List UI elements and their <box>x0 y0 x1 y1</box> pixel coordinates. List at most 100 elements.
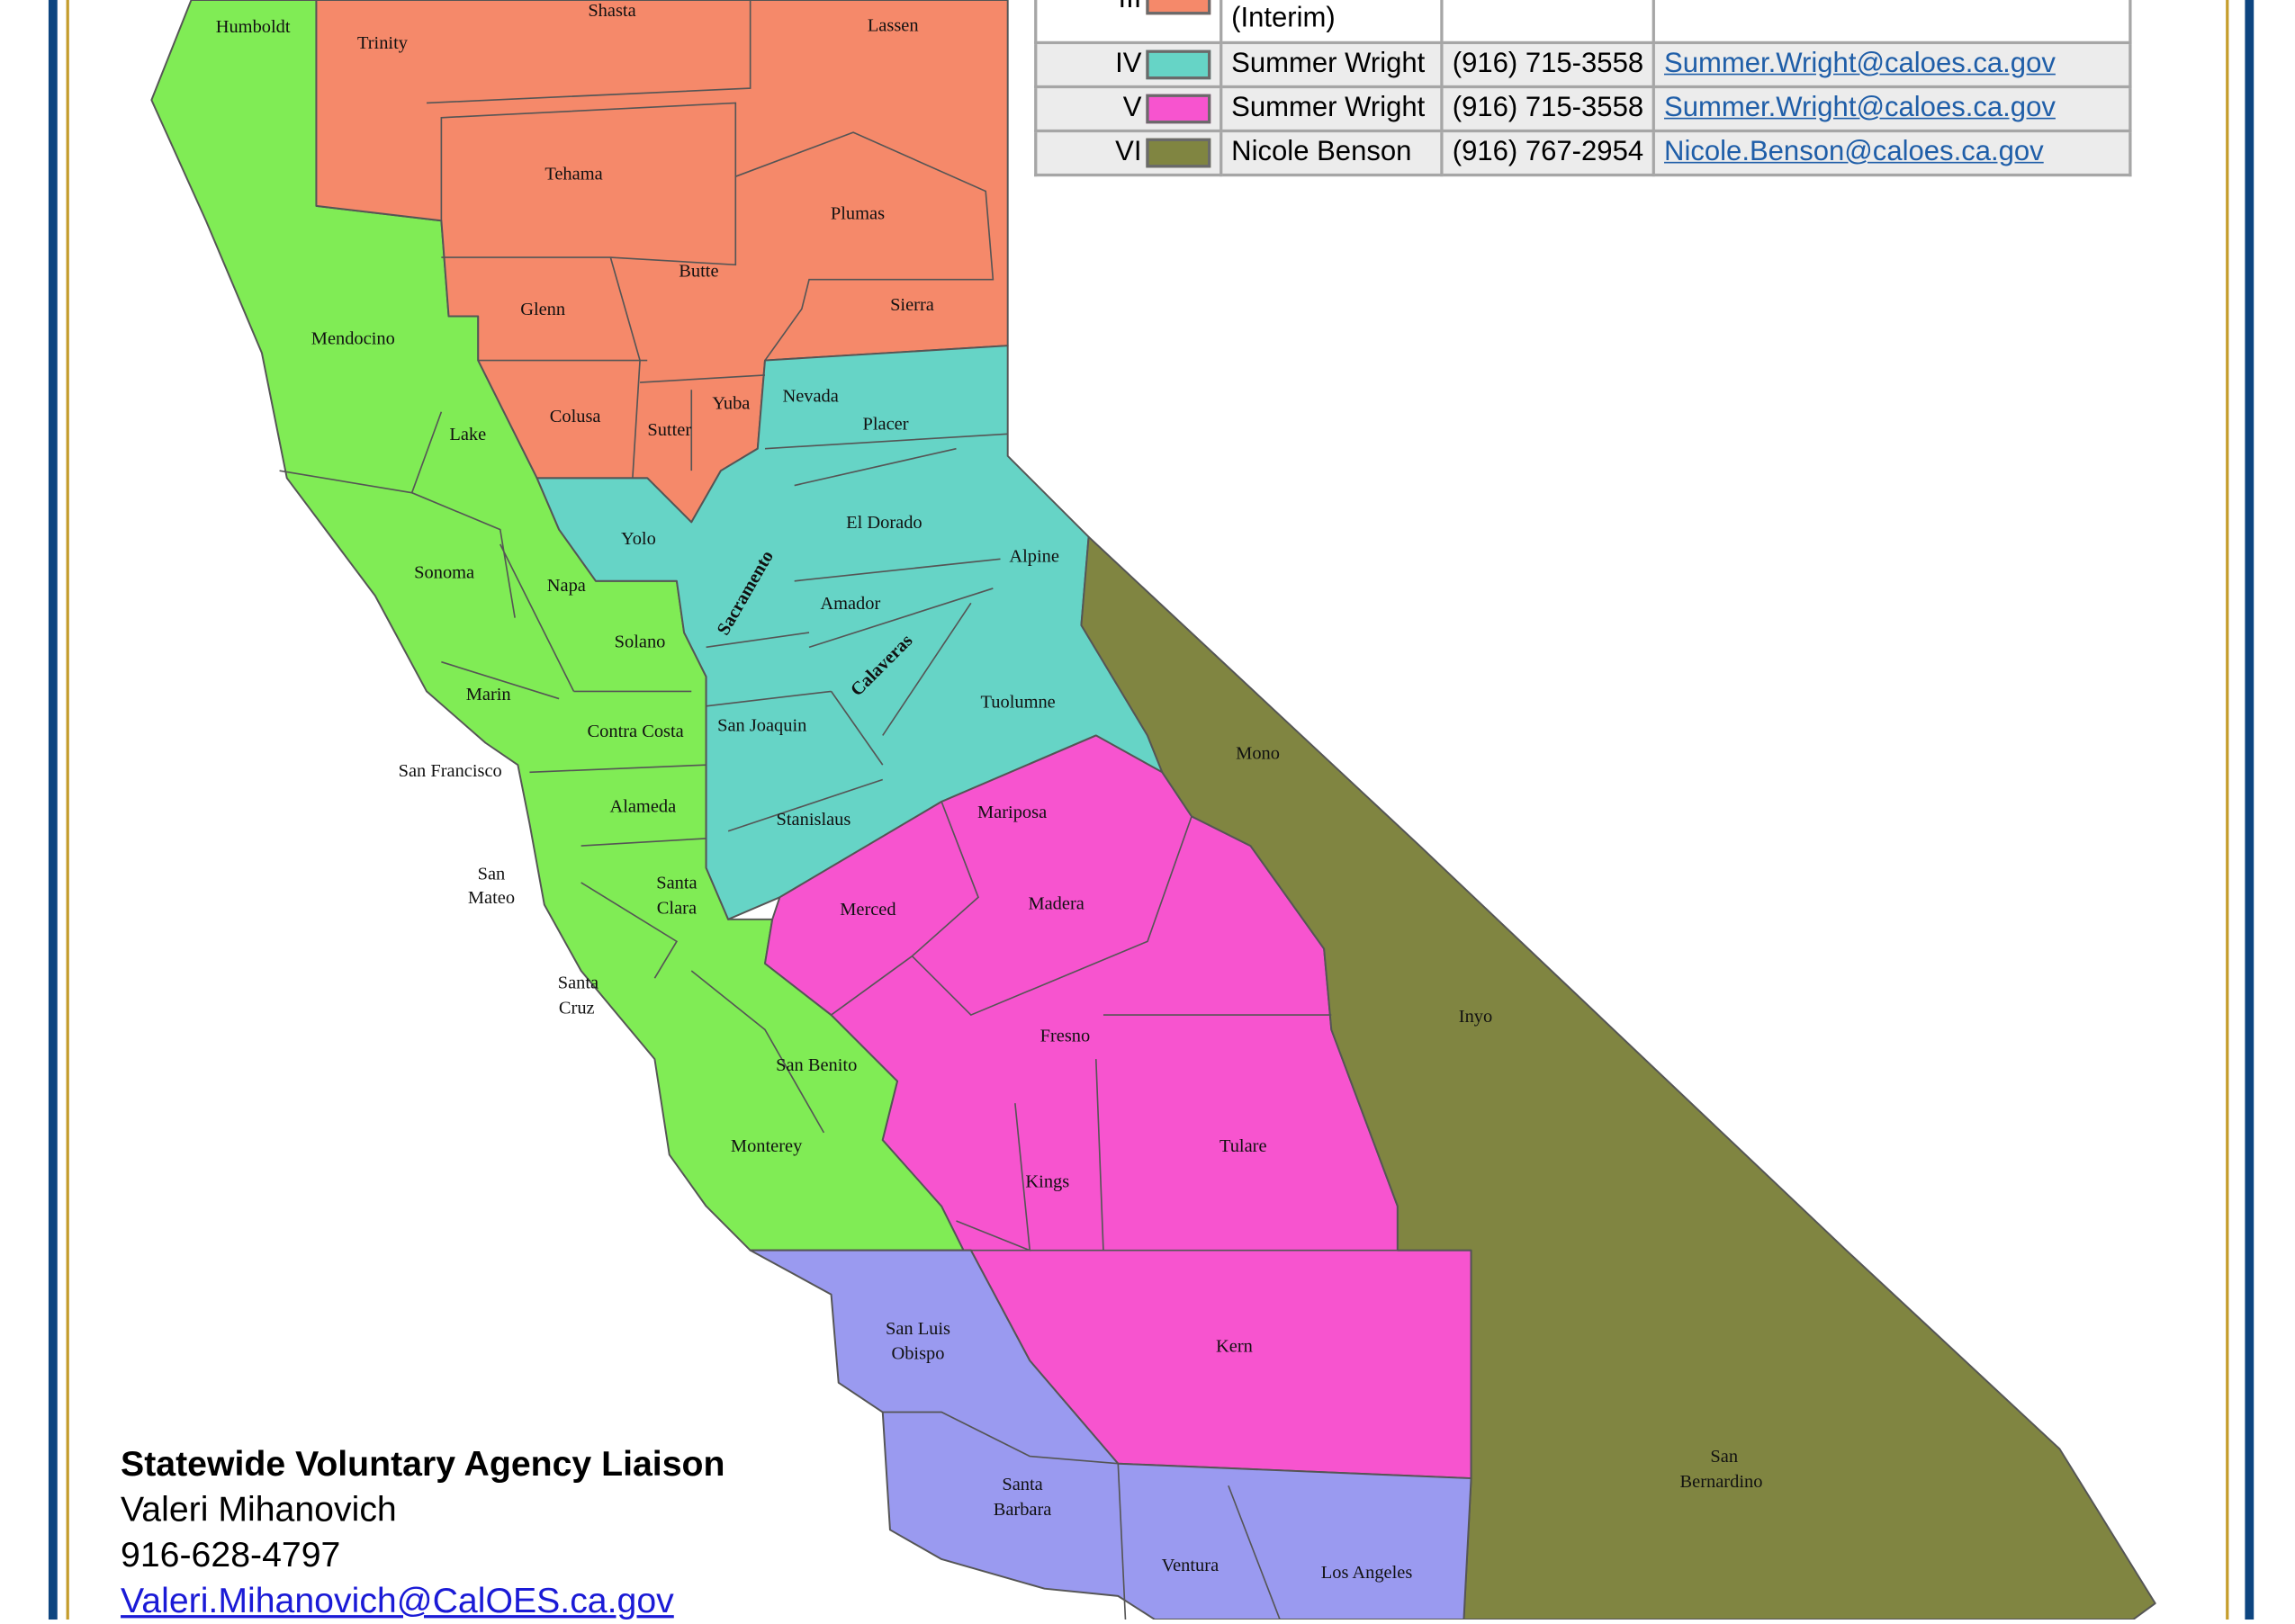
county-label: Ventura <box>1162 1556 1220 1575</box>
county-label: Contra Costa <box>588 722 684 741</box>
county-label: Inyo <box>1459 1007 1492 1027</box>
county-label: Mono <box>1236 744 1280 764</box>
contact-name-cell: Katrina Palomar(Interim) <box>1220 0 1444 45</box>
county-label: Cruz <box>559 998 595 1018</box>
county-label: Lake <box>449 425 486 444</box>
liaison-title: Statewide Voluntary Agency Liaison <box>121 1444 725 1485</box>
contact-name: Nicole Benson <box>1231 137 1412 168</box>
county-label: Santa <box>558 974 598 993</box>
county-label: Yuba <box>712 394 750 414</box>
county-label: Amador <box>820 594 880 614</box>
county-label: Solano <box>615 632 666 651</box>
county-label: Colusa <box>550 407 601 426</box>
county-label: Glenn <box>520 300 565 319</box>
region-color-swatch <box>1146 0 1211 15</box>
contact-name-cell: Summer Wright <box>1220 85 1444 133</box>
county-label: San Luis <box>886 1319 950 1339</box>
county-label: Mariposa <box>977 803 1047 822</box>
contact-email-link[interactable]: Summer.Wright@caloes.ca.gov <box>1664 92 2056 124</box>
contact-name-note: (Interim) <box>1231 3 1336 34</box>
county-label: Mendocino <box>311 329 395 349</box>
contact-name: Summer Wright <box>1231 92 1426 124</box>
contact-email-cell: Summer.Wright@caloes.ca.gov <box>1652 40 2132 89</box>
contact-name-cell: Summer Wright <box>1220 40 1444 89</box>
county-label: San Francisco <box>399 761 502 781</box>
frame-left-gold <box>66 0 69 1620</box>
county-label: Santa <box>1002 1475 1042 1494</box>
region-contact-table: III Katrina Palomar(Interim)(916) 494-813… <box>1034 0 2132 177</box>
contact-email-link[interactable]: Summer.Wright@caloes.ca.gov <box>1664 48 2056 80</box>
region-number: III <box>1119 0 1142 14</box>
region-color-swatch <box>1146 94 1211 124</box>
frame-right-gold <box>2226 0 2229 1620</box>
county-label: Shasta <box>588 1 635 21</box>
county-label: Monterey <box>731 1136 803 1156</box>
region-color-swatch <box>1146 138 1211 168</box>
county-label: Los Angeles <box>1321 1563 1413 1583</box>
legend-row-region-V: V Summer Wright (916) 715-3558 Summer.Wrigh… <box>1034 85 2132 133</box>
legend-row-region-III: III Katrina Palomar(Interim)(916) 494-813… <box>1034 0 2132 45</box>
county-label: San Joaquin <box>717 716 806 736</box>
county-label: Napa <box>547 576 586 596</box>
county-label: Trinity <box>357 33 409 53</box>
contact-email-cell: Katrina.Palomar@caloes.ca.gov <box>1652 0 2132 45</box>
county-label: San <box>1710 1447 1738 1467</box>
county-labels: Humboldt Trinity Shasta Lassen Tehama Plumas B… <box>216 1 1763 1583</box>
county-label: Obispo <box>891 1344 944 1364</box>
county-label: Tulare <box>1220 1136 1267 1156</box>
contact-name-cell: Nicole Benson <box>1220 129 1444 177</box>
county-label: Placer <box>863 414 909 434</box>
region-I <box>749 1249 1472 1620</box>
liaison-email-link[interactable]: Valeri.Mihanovich@CalOES.ca.gov <box>121 1581 674 1621</box>
frame-left-blue <box>48 0 58 1620</box>
county-label: Yolo <box>621 529 656 549</box>
liaison-name: Valeri Mihanovich <box>121 1490 397 1530</box>
county-label: Tehama <box>544 164 602 184</box>
county-label: San Benito <box>776 1055 857 1075</box>
county-label: Sutter <box>647 420 691 440</box>
county-label: Marin <box>466 685 511 704</box>
region-color-swatch <box>1146 49 1211 80</box>
county-label: Fresno <box>1040 1027 1091 1046</box>
county-borders <box>279 0 1398 1620</box>
county-label: Alpine <box>1009 547 1059 567</box>
contact-phone: (916) 715-3558 <box>1440 85 1656 133</box>
county-label: Santa <box>656 873 697 893</box>
region-number: VI <box>1115 137 1142 168</box>
county-label: Butte <box>679 261 718 281</box>
county-label: Bernardino <box>1680 1472 1763 1492</box>
contact-email-link[interactable]: Nicole.Benson@caloes.ca.gov <box>1664 137 2044 168</box>
county-label: Plumas <box>831 204 885 224</box>
county-label: Barbara <box>994 1500 1052 1520</box>
county-label: Lassen <box>868 15 919 35</box>
county-label: Mateo <box>468 888 515 908</box>
county-label: Clara <box>657 898 697 918</box>
legend-row-region-IV: IV Summer Wright (916) 715-3558 Summer.Wrig… <box>1034 40 2132 89</box>
contact-phone: (916) 767-2954 <box>1440 129 1656 177</box>
contact-email-cell: Nicole.Benson@caloes.ca.gov <box>1652 129 2132 177</box>
county-label: Alameda <box>609 796 676 816</box>
county-label: Tuolumne <box>981 692 1056 712</box>
region-cell: IV <box>1034 40 1223 89</box>
region-cell: III <box>1034 0 1223 45</box>
region-cell: V <box>1034 85 1223 133</box>
county-label: Nevada <box>782 386 838 406</box>
liaison-phone: 916-628-4797 <box>121 1535 341 1575</box>
county-label: Madera <box>1028 893 1084 913</box>
county-label: Sierra <box>890 295 934 315</box>
county-label: Stanislaus <box>777 810 851 830</box>
county-label: San <box>478 865 506 884</box>
region-number: IV <box>1115 48 1142 80</box>
county-label: El Dorado <box>846 513 922 533</box>
county-label: Sonoma <box>414 563 474 583</box>
legend-row-region-VI: VI Nicole Benson (916) 767-2954 Nicole.Bens… <box>1034 129 2132 177</box>
contact-phone: (916) 715-3558 <box>1440 40 1656 89</box>
county-label: Kings <box>1025 1171 1069 1191</box>
county-label: Humboldt <box>216 17 291 37</box>
county-label: Merced <box>840 900 896 920</box>
region-cell: VI <box>1034 129 1223 177</box>
contact-email-cell: Summer.Wright@caloes.ca.gov <box>1652 85 2132 133</box>
frame-right-blue <box>2245 0 2254 1620</box>
